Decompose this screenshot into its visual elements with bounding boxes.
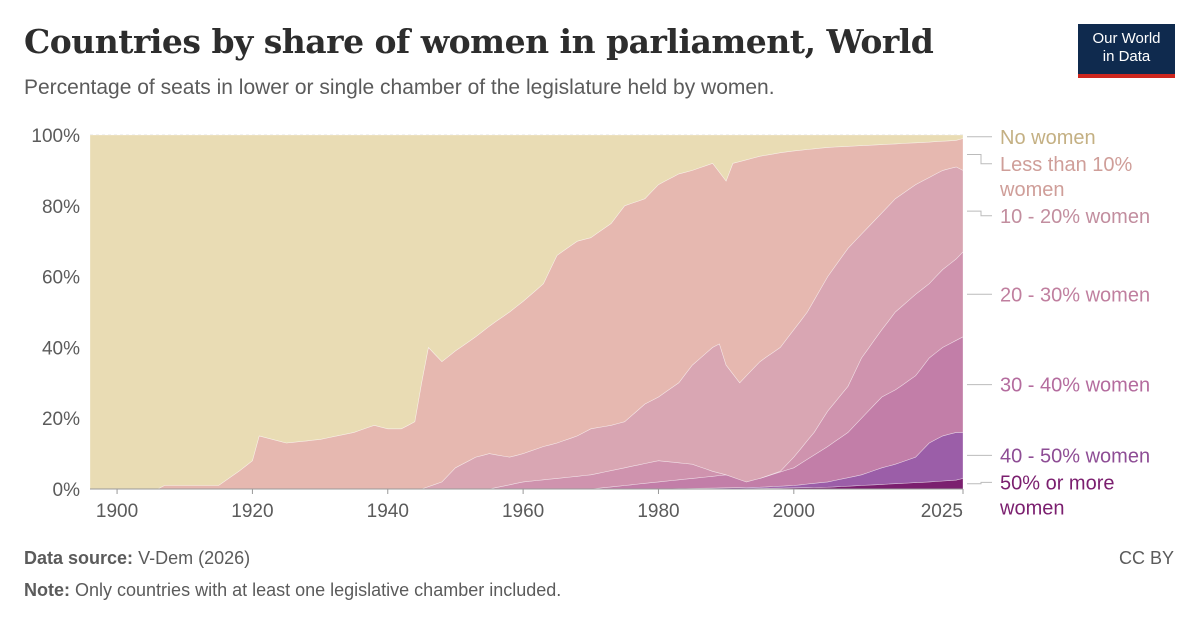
x-tick-label: 1920 (231, 501, 273, 522)
y-tick-label: 100% (31, 126, 80, 147)
axes: 0% 20% 40% 60% 80% 100% 1900 1920 1940 1960 1980 20… (31, 126, 964, 522)
note-label: Note: (24, 580, 70, 600)
chart-subtitle: Percentage of seats in lower or single c… (24, 76, 775, 99)
legend-label-10-20-women[interactable]: 10 - 20% women (1000, 206, 1150, 228)
y-tick-label: 80% (42, 197, 80, 218)
legend-label-20-30-women[interactable]: 20 - 30% women (1000, 284, 1150, 306)
area-series (89, 134, 964, 490)
y-tick-label: 40% (42, 338, 80, 359)
data-source: Data source: V-Dem (2026) (24, 548, 250, 569)
data-source-label: Data source: (24, 548, 134, 568)
note-value: Only countries with at least one legisla… (75, 580, 562, 600)
x-tick-label: 2025 (921, 501, 963, 522)
our-world-in-data-logo[interactable]: Our World in Data (1078, 24, 1175, 78)
legend-connector (967, 481, 992, 485)
legend-label-line: 20 - 30% women (1000, 284, 1150, 306)
y-tick-label: 20% (42, 409, 80, 430)
legend-connector (967, 154, 992, 165)
legend-label-line: Less than 10% (1000, 154, 1133, 176)
x-tick-label: 1980 (637, 501, 679, 522)
legend-label-line: women (999, 179, 1064, 201)
chart-note: Note: Only countries with at least one l… (24, 580, 561, 601)
legend-label-30-40-women[interactable]: 30 - 40% women (1000, 375, 1150, 397)
x-tick-label: 1960 (502, 501, 544, 522)
legend-label-no-women[interactable]: No women (1000, 127, 1096, 149)
logo-line-1: Our World (1092, 30, 1161, 47)
legend-label-line: 30 - 40% women (1000, 375, 1150, 397)
legend-label-line: women (999, 497, 1064, 519)
legend-connector (967, 210, 992, 217)
legend-label-line: 50% or more (1000, 472, 1115, 494)
y-tick-label: 0% (53, 480, 81, 501)
x-tick-label: 1900 (96, 501, 138, 522)
legend-label-50-or-more-women[interactable]: 50% or more women (999, 472, 1115, 519)
legend-label-line: 40 - 50% women (1000, 445, 1150, 467)
data-source-value[interactable]: V-Dem (2026) (138, 548, 251, 568)
legend-label-line: 10 - 20% women (1000, 206, 1150, 228)
legend-label-less-than-10-women[interactable]: Less than 10% women (999, 154, 1133, 201)
x-tick-label: 2000 (773, 501, 815, 522)
x-tick-label: 1940 (367, 501, 409, 522)
license-link[interactable]: CC BY (1118, 548, 1174, 568)
legend-label-40-50-women[interactable]: 40 - 50% women (1000, 445, 1150, 467)
y-tick-label: 60% (42, 268, 80, 289)
legend-label-line: No women (1000, 127, 1096, 149)
legend: No women Less than 10% women 10 - 20% women… (967, 127, 1150, 519)
chart-title: Countries by share of women in parliamen… (24, 22, 934, 61)
area-series-no-women[interactable] (89, 134, 964, 490)
logo-line-2: in Data (1102, 48, 1151, 65)
